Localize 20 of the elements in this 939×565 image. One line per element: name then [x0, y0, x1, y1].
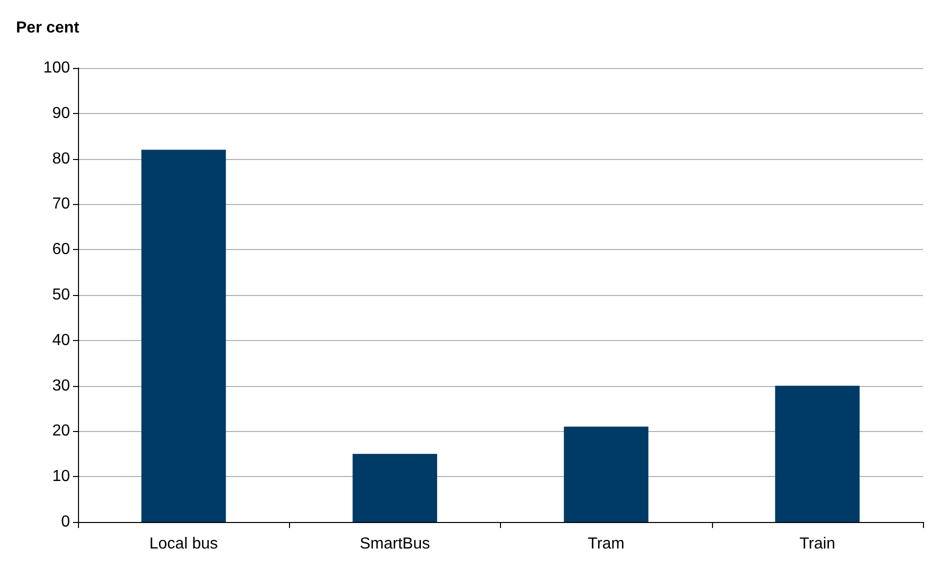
y-tick-label: 50: [52, 286, 70, 304]
bar: [141, 150, 226, 522]
y-tick-label: 90: [52, 104, 70, 122]
y-tick-label: 30: [52, 377, 70, 394]
y-tick-label: 100: [43, 60, 70, 76]
x-tick-label: Train: [799, 536, 836, 552]
x-tick-label: SmartBus: [360, 536, 430, 552]
bar: [564, 426, 648, 522]
y-tick-label: 40: [52, 332, 70, 349]
x-tick-label: Local bus: [149, 536, 218, 552]
y-tick-label: 20: [52, 422, 70, 440]
y-tick-label: 60: [52, 241, 70, 258]
y-tick-label: 80: [52, 150, 70, 168]
y-axis-title: Per cent: [16, 20, 80, 36]
x-tick-label: Tram: [588, 536, 624, 552]
y-tick-label: 10: [52, 468, 70, 486]
bar: [775, 386, 860, 522]
y-tick-label: 70: [52, 196, 70, 213]
bar: [352, 454, 438, 522]
y-tick-label: 0: [61, 514, 70, 530]
